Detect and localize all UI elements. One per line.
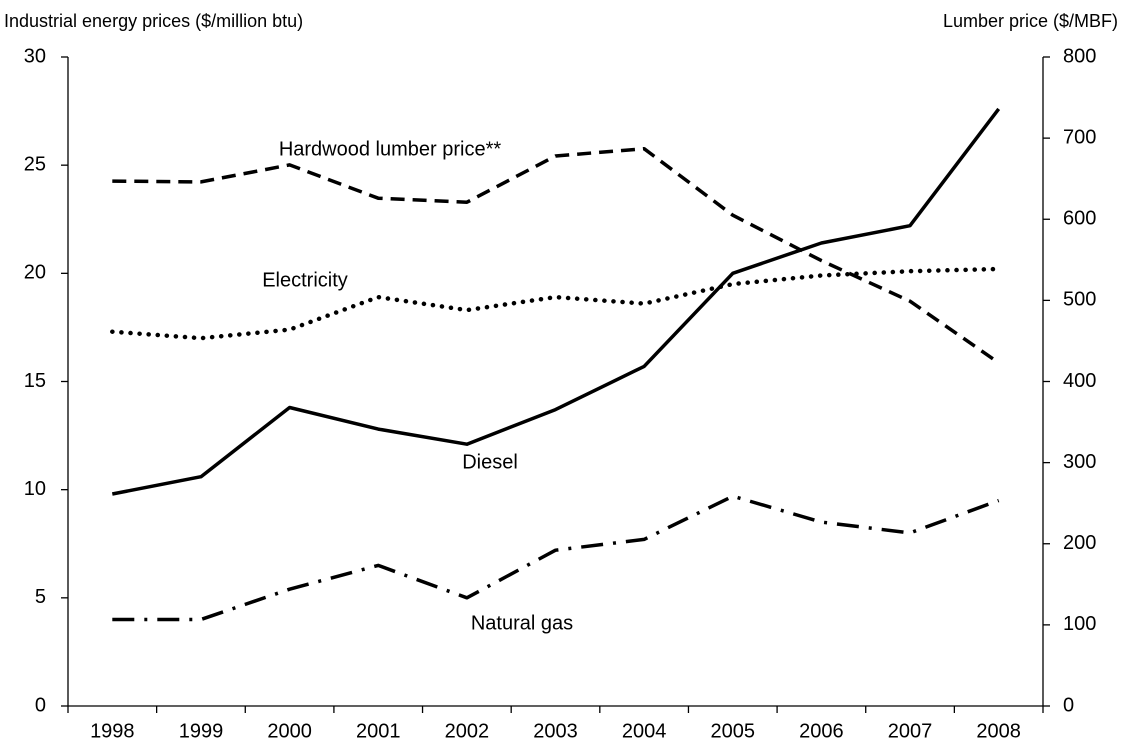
- series-label: Natural gas: [471, 612, 573, 634]
- y2-tick-label: 100: [1063, 613, 1096, 635]
- y2-tick-label: 200: [1063, 532, 1096, 554]
- y-tick-label: 30: [24, 45, 46, 67]
- y-tick-label: 20: [24, 262, 46, 284]
- y2-tick-label: 0: [1063, 694, 1074, 716]
- y2-tick-label: 400: [1063, 370, 1096, 392]
- series-line: [111, 107, 1001, 496]
- x-tick-label: 2004: [622, 720, 667, 742]
- x-tick-label: 2002: [445, 720, 490, 742]
- series-label: Diesel: [462, 451, 518, 473]
- x-tick-label: 1998: [90, 720, 135, 742]
- series-line: [110, 266, 1001, 341]
- y-tick-label: 15: [24, 370, 46, 392]
- y-tick-label: 5: [35, 586, 46, 608]
- series-line: [112, 146, 1000, 365]
- x-tick-label: 1999: [179, 720, 224, 742]
- x-tick-label: 2008: [976, 720, 1021, 742]
- y-tick-label: 25: [24, 153, 46, 175]
- y-tick-label: 0: [35, 694, 46, 716]
- series-label: Hardwood lumber price**: [279, 138, 502, 160]
- series-label: Electricity: [262, 269, 348, 291]
- x-tick-label: 2001: [356, 720, 401, 742]
- x-tick-label: 2007: [888, 720, 933, 742]
- x-tick-label: 2006: [799, 720, 844, 742]
- y2-tick-label: 500: [1063, 289, 1096, 311]
- x-tick-label: 2005: [711, 720, 756, 742]
- x-tick-label: 2003: [533, 720, 578, 742]
- x-tick-label: 2000: [267, 720, 312, 742]
- y2-tick-label: 700: [1063, 126, 1096, 148]
- y2-axis-title: Lumber price ($/MBF): [943, 11, 1118, 31]
- y2-tick-label: 800: [1063, 45, 1096, 67]
- y2-tick-label: 600: [1063, 208, 1096, 230]
- y-tick-label: 10: [24, 478, 46, 500]
- y-axis-title: Industrial energy prices ($/million btu): [4, 11, 303, 31]
- series-line: [112, 494, 1000, 622]
- y2-tick-label: 300: [1063, 451, 1096, 473]
